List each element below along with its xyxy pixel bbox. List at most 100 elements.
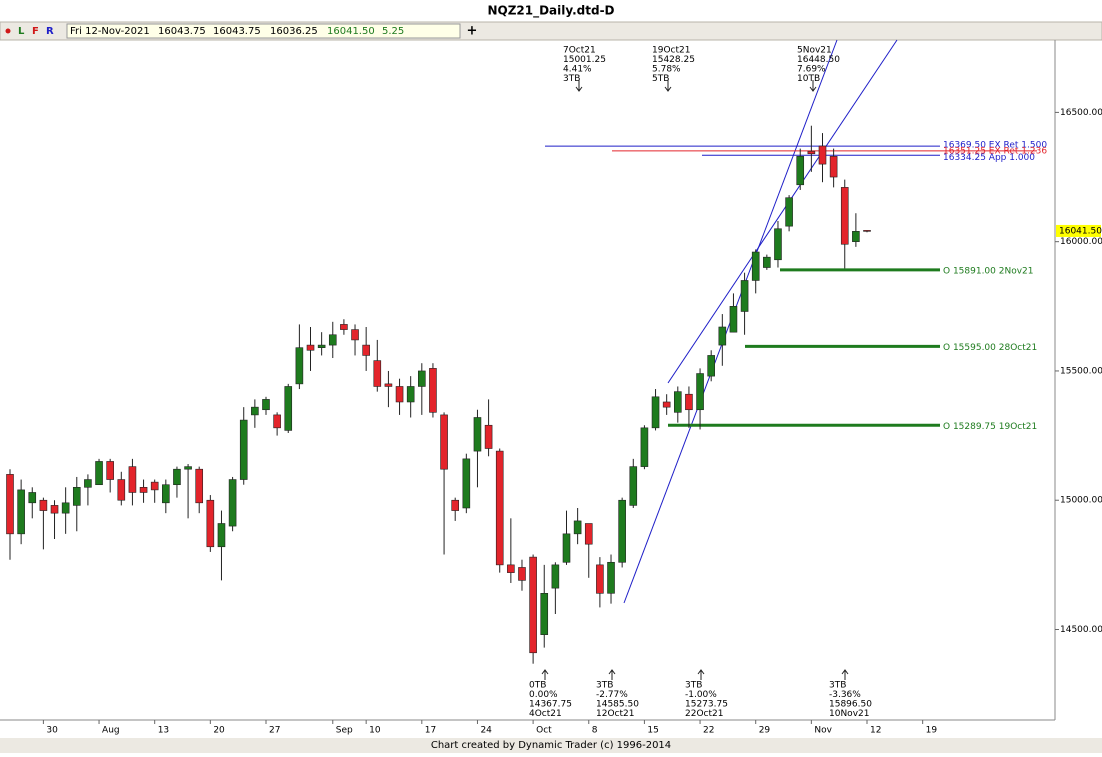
candle-body [117, 479, 126, 501]
swing-label: 10Nov21 [829, 709, 869, 719]
candle-body [629, 466, 638, 506]
candle-body [17, 489, 25, 535]
x-tick-label: Nov [814, 726, 832, 736]
candle-body [295, 347, 304, 385]
candle-body [273, 414, 281, 429]
swing-label: 3TB [563, 74, 580, 84]
candle-body [852, 231, 860, 242]
candle-body [729, 306, 738, 333]
level-label: 16334.25 App 1.000 [943, 153, 1035, 163]
swing-label: 10TB [797, 74, 820, 84]
level-label: O 15289.75 19Oct21 [943, 422, 1037, 432]
candle-body [373, 360, 382, 387]
swing-label: 15001.25 [563, 55, 606, 65]
add-button[interactable]: + [467, 24, 478, 39]
swing-label: 3TB [685, 681, 702, 691]
footer: Chart created by Dynamic Trader (c) 1996… [431, 740, 671, 751]
candle-body [818, 145, 827, 165]
record-icon[interactable] [5, 28, 11, 34]
swing-label: 5TB [652, 74, 669, 84]
candle-body [206, 499, 215, 548]
candle-body [351, 329, 359, 341]
swing-label: 15273.75 [685, 700, 728, 710]
candle-body [150, 481, 159, 491]
title-bar [0, 0, 1102, 22]
x-tick-label: 30 [46, 726, 58, 736]
candle-body [785, 197, 793, 227]
candle-body [418, 370, 426, 387]
x-tick-label: 27 [269, 726, 280, 736]
candle-body [473, 417, 482, 452]
candle-body [262, 399, 270, 411]
candle-body [173, 468, 181, 486]
candle-body [863, 230, 871, 232]
swing-label: 0TB [529, 681, 546, 691]
candle-body [217, 523, 226, 548]
swing-arrow-head [664, 86, 672, 92]
candle-body [61, 502, 70, 514]
candle-body [440, 414, 448, 470]
candle-body [507, 564, 515, 573]
candle-body [251, 406, 259, 416]
candle-body [39, 499, 48, 511]
x-tick-label: 29 [759, 726, 771, 736]
candle-body [651, 396, 660, 429]
candle-body [573, 520, 582, 535]
candle-body [774, 228, 782, 261]
candle-body [384, 383, 393, 387]
current-price-box [1056, 224, 1101, 237]
candle-body [128, 466, 137, 493]
candle-body [95, 461, 103, 486]
toolbar-button[interactable]: L [18, 26, 25, 37]
swing-label: 3TB [829, 681, 846, 691]
candle-body [106, 461, 114, 480]
swing-arrow-head [809, 86, 817, 92]
toolbar-button[interactable]: R [46, 26, 54, 37]
toolbar-date: Fri 12-Nov-2021 [70, 26, 150, 37]
swing-label: -1.00% [685, 690, 717, 700]
candle-body [529, 556, 537, 654]
candle-body [763, 256, 771, 268]
swing-label: 22Oct21 [685, 709, 723, 719]
candle-body [662, 401, 671, 408]
swing-label: -3.36% [829, 690, 861, 700]
swing-label: 15896.50 [829, 700, 872, 710]
candle-body [718, 326, 727, 346]
swing-arrow-head [697, 669, 705, 675]
candle-body [696, 373, 704, 411]
candle-body [228, 479, 237, 527]
candle-body [840, 187, 849, 245]
candle-body [618, 499, 626, 563]
current-price-label: 16041.50 [1059, 226, 1102, 236]
toolbar-button[interactable]: F [32, 26, 39, 37]
x-tick-label: 20 [213, 726, 225, 736]
candle-body [640, 427, 649, 467]
swing-label: 5.78% [652, 65, 681, 75]
swing-arrow-head [608, 669, 616, 675]
ohlc-display [66, 23, 461, 39]
candle-body [395, 386, 404, 403]
candle-body [317, 344, 326, 348]
candle-body [162, 484, 170, 504]
level-label: O 15595.00 28Oct21 [943, 343, 1037, 353]
candle-body [484, 424, 493, 449]
x-tick-label: 17 [425, 726, 436, 736]
y-tick-label: 15000.00 [1060, 496, 1102, 506]
toolbar-value: 16043.75 [158, 26, 206, 37]
candle-body [807, 150, 816, 155]
x-tick-label: Oct [536, 726, 552, 736]
candle-body [462, 458, 471, 509]
candle-body [84, 479, 92, 488]
toolbar-value: 5.25 [382, 26, 404, 37]
candle-body [239, 419, 248, 480]
candle-body [195, 468, 204, 504]
x-tick-label: 10 [369, 726, 381, 736]
swing-label: 4.41% [563, 65, 592, 75]
candle-body [495, 450, 504, 566]
candle-body [607, 561, 615, 594]
swing-label: 14367.75 [529, 700, 572, 710]
swing-label: 15428.25 [652, 55, 695, 65]
candle-body [406, 386, 415, 403]
